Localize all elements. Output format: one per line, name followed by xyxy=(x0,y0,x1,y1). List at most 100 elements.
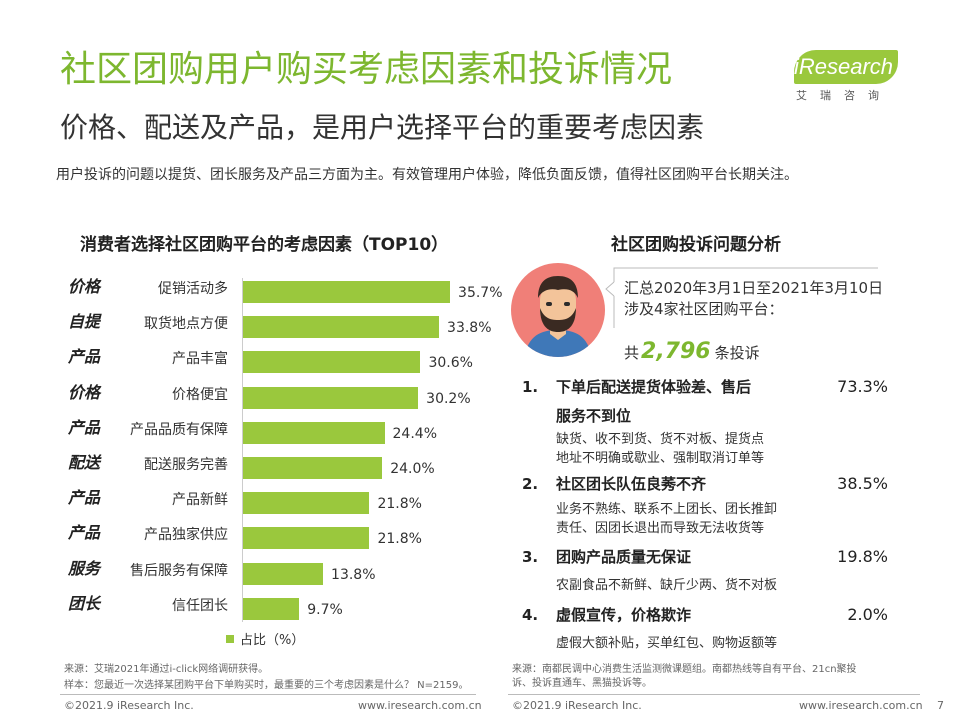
chart-row: 产品 产品品质有保障 24.4% xyxy=(60,411,500,446)
factor-label: 产品品质有保障 xyxy=(130,421,228,438)
factor-label: 产品新鲜 xyxy=(172,492,228,509)
issue-1-number: 1. xyxy=(522,378,539,396)
factor-group-label: 服务 xyxy=(68,558,101,578)
factor-group-label: 自提 xyxy=(68,312,101,332)
factor-value-label: 30.6% xyxy=(428,355,473,372)
copyright-left: ©2021.9 iResearch Inc. xyxy=(64,699,194,712)
issue-3-number: 3. xyxy=(522,548,539,566)
footer-rule-right xyxy=(508,694,920,695)
issue-2-detail-line2: 责任、因团长退出而导致无法收货等 xyxy=(556,521,765,536)
factor-bar xyxy=(243,351,421,374)
chart-row: 产品 产品独家供应 21.8% xyxy=(60,516,500,551)
issue-3-detail-line1: 农副食品不新鲜、缺斤少两、货不对板 xyxy=(556,578,778,593)
chart-row: 产品 产品丰富 30.6% xyxy=(60,340,500,375)
factor-label: 价格便宜 xyxy=(172,386,228,403)
complaints-total: 共2,796 条投诉 xyxy=(624,338,760,367)
issue-1-detail-line1: 缺货、收不到货、货不对板、提货点 xyxy=(556,432,765,447)
factor-bar xyxy=(243,386,419,409)
factor-value-label: 33.8% xyxy=(447,320,492,337)
chart-row: 配送 配送服务完善 24.0% xyxy=(60,446,500,481)
page-number: 7 xyxy=(937,699,944,712)
factor-label: 配送服务完善 xyxy=(144,457,228,473)
iresearch-logo: iResearch 艾瑞咨询 xyxy=(786,50,906,110)
issue-2-detail-line1: 业务不熟练、联系不上团长、团长推卸 xyxy=(556,502,778,517)
issue-3-title: 团购产品质量无保证 xyxy=(556,548,692,566)
user-avatar-icon xyxy=(511,263,605,357)
chart-row: 产品 产品新鲜 21.8% xyxy=(60,481,500,516)
logo-chinese-name: 艾瑞咨询 xyxy=(796,89,892,102)
factor-bar xyxy=(243,492,370,515)
page-subtitle: 价格、配送及产品，是用户选择平台的重要考虑因素 xyxy=(60,111,705,144)
factor-bar xyxy=(243,281,451,303)
source-left-line2: 样本：您最近一次选择某团购平台下单购买时，最重要的三个考虑因素是什么？ N=21… xyxy=(64,680,469,691)
chart-row: 团长 信任团长 9.7% xyxy=(60,587,500,622)
chart-row: 价格 促销活动多 35.7% xyxy=(60,270,503,305)
intro-text: 用户投诉的问题以提货、团长服务及产品三方面为主。有效管理用户体验，降低负面反馈，… xyxy=(56,167,798,183)
copyright-right: ©2021.9 iResearch Inc. xyxy=(512,699,642,712)
speech-bubble-outline xyxy=(605,267,878,328)
chart-row: 服务 售后服务有保障 13.8% xyxy=(60,552,500,587)
factor-group-label: 团长 xyxy=(68,593,101,613)
issue-1-title-line2: 服务不到位 xyxy=(556,407,632,425)
factor-bar xyxy=(243,457,383,479)
chart-axis-line xyxy=(242,278,243,622)
factor-label: 信任团长 xyxy=(172,597,228,614)
factor-bar-chart: 价格 促销活动多 35.7% 自提 取货地点方便 33.8% 产品 产品丰富 30.6% 价格 价格… xyxy=(60,270,503,630)
chart-title: 消费者选择社区团购平台的考虑因素（TOP10） xyxy=(80,235,449,255)
issue-3-percent: 19.8% xyxy=(837,547,888,566)
factor-label: 取货地点方便 xyxy=(144,316,228,333)
factor-value-label: 21.8% xyxy=(377,531,422,548)
factor-group-label: 产品 xyxy=(68,523,101,543)
footer-rule-left xyxy=(60,694,476,695)
factor-label: 产品丰富 xyxy=(172,351,228,368)
issue-2-percent: 38.5% xyxy=(837,474,888,493)
total-suffix: 条投诉 xyxy=(714,344,760,362)
factor-label: 促销活动多 xyxy=(158,281,228,297)
total-prefix: 共 xyxy=(624,344,640,362)
issue-1-title: 下单后配送提货体验差、售后 xyxy=(556,378,752,396)
factor-value-label: 30.2% xyxy=(426,390,471,407)
issue-4-percent: 2.0% xyxy=(847,605,888,624)
complaints-summary: 汇总2020年3月1日至2021年3月10日涉及4家社区团购平台： xyxy=(624,279,884,318)
chart-row: 价格 价格便宜 30.2% xyxy=(60,376,500,411)
factor-bar xyxy=(243,527,370,550)
factor-value-label: 24.0% xyxy=(390,461,435,477)
factor-group-label: 产品 xyxy=(68,417,101,437)
total-count: 2,796 xyxy=(641,339,711,364)
factor-group-label: 价格 xyxy=(68,277,101,296)
factor-bar xyxy=(243,421,385,444)
url-right: www.iresearch.com.cn xyxy=(799,699,923,712)
factor-group-label: 产品 xyxy=(68,488,101,508)
source-left-line1: 来源：艾瑞2021年通过i-click网络调研获得。 xyxy=(64,664,269,675)
factor-label: 产品独家供应 xyxy=(144,527,228,544)
factor-value-label: 13.8% xyxy=(331,566,376,583)
factor-value-label: 35.7% xyxy=(458,285,503,301)
logo-leaf-shape xyxy=(794,50,898,84)
source-right-line2: 诉、投诉直通车、黑猫投诉等。 xyxy=(512,678,652,689)
issue-4-title: 虚假宣传，价格欺诈 xyxy=(556,606,692,624)
chart-legend: 占比（%） xyxy=(226,631,304,651)
factor-group-label: 产品 xyxy=(68,347,101,367)
factor-bar xyxy=(243,316,440,339)
factor-bar xyxy=(243,597,300,620)
factor-group-label: 配送 xyxy=(68,453,101,472)
factor-value-label: 9.7% xyxy=(307,601,343,618)
issue-4-detail-line1: 虚假大额补贴，买单红包、购物返额等 xyxy=(556,636,778,651)
url-left: www.iresearch.com.cn xyxy=(358,699,482,712)
factor-value-label: 24.4% xyxy=(392,425,437,442)
issue-1-detail-line2: 地址不明确或歇业、强制取消订单等 xyxy=(556,451,765,466)
issue-4-number: 4. xyxy=(522,606,539,624)
factor-value-label: 21.8% xyxy=(377,496,422,513)
factor-bar xyxy=(243,562,324,585)
factor-label: 售后服务有保障 xyxy=(130,562,228,579)
issue-1-percent: 73.3% xyxy=(837,377,888,396)
legend-label: 占比（%） xyxy=(240,633,305,648)
page-title: 社区团购用户购买考虑因素和投诉情况 xyxy=(60,49,673,90)
source-right-line1: 来源：南都民调中心消费生活监测微课题组。南都热线等自有平台、21cn聚投 xyxy=(512,664,857,675)
complaints-title: 社区团购投诉问题分析 xyxy=(611,235,781,255)
issue-2-title: 社区团长队伍良莠不齐 xyxy=(556,475,707,493)
legend-swatch xyxy=(226,635,234,643)
logo-wordmark: iResearch xyxy=(794,54,894,79)
chart-row: 自提 取货地点方便 33.8% xyxy=(60,305,500,340)
factor-group-label: 价格 xyxy=(68,382,101,402)
